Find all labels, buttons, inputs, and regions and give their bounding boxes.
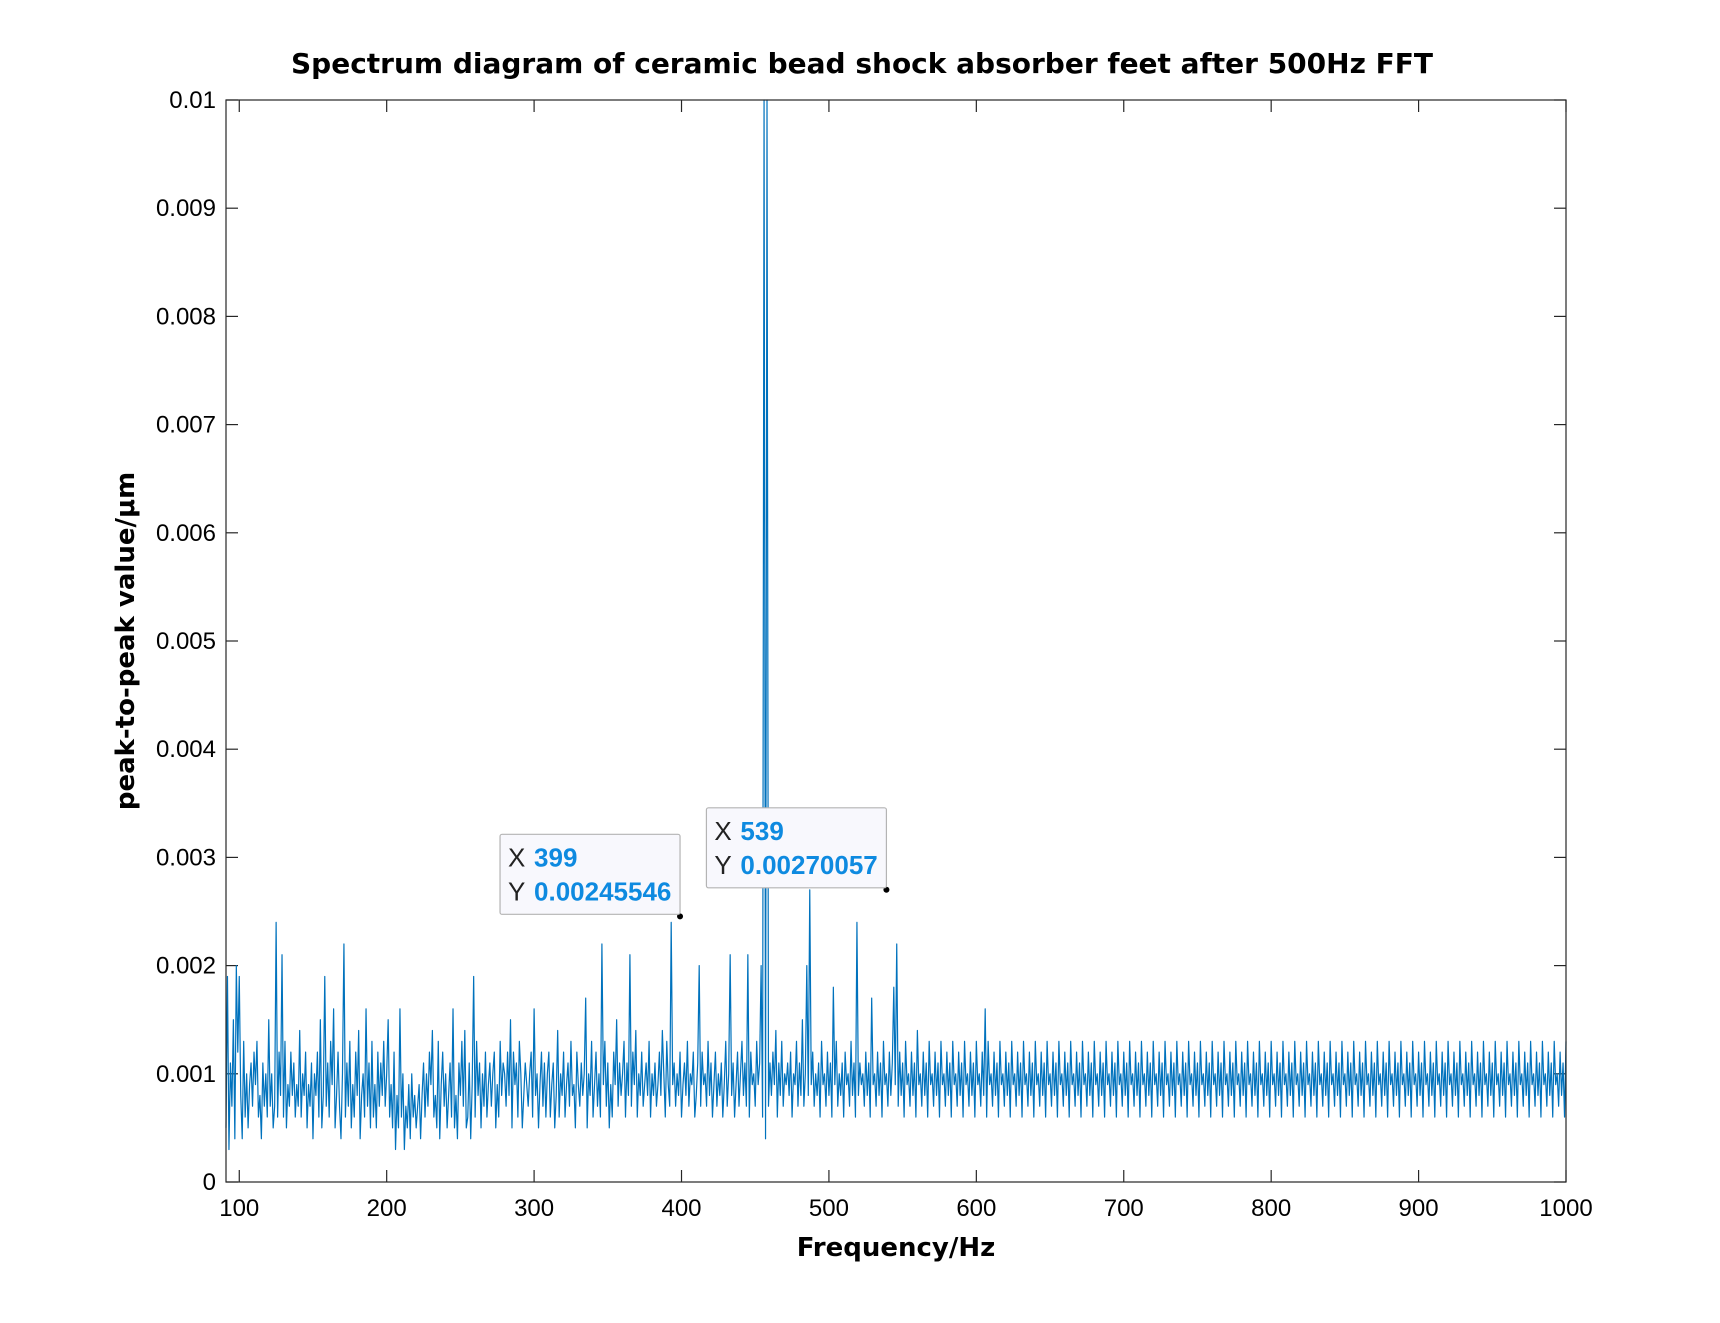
series-layer — [225, 99, 1567, 1151]
x-axis-ticks: 100 200 300 400 500 600 700 800 900 1000 — [219, 100, 1593, 1222]
y-axis-ticks: 0 0.001 0.002 0.003 0.004 0.005 0.006 0.007 0.00… — [156, 87, 1566, 1196]
datatip[interactable]: X 399 Y 0.00245546 — [499, 833, 684, 920]
y-tick-label: 0.005 — [156, 628, 216, 655]
x-tick-label: 200 — [367, 1195, 407, 1222]
datatip-y-value: 0.00270057 — [740, 850, 877, 880]
y-tick-label: 0 — [203, 1169, 216, 1196]
x-axis-label: Frequency/Hz — [797, 1233, 996, 1263]
datatip-y-key: Y — [714, 850, 731, 880]
x-tick-label: 1000 — [1539, 1195, 1592, 1222]
datatip-box — [705, 807, 888, 889]
datatip-y-key: Y — [508, 876, 525, 906]
x-tick-label: 800 — [1251, 1195, 1291, 1222]
y-tick-label: 0.003 — [156, 844, 216, 871]
x-tick-label: 300 — [514, 1195, 554, 1222]
chart-title: Spectrum diagram of ceramic bead shock a… — [291, 47, 1433, 80]
datatip-box — [499, 833, 681, 915]
x-tick-label: 400 — [661, 1195, 701, 1222]
datatip-x-key: X — [714, 816, 731, 846]
x-tick-label: 500 — [809, 1195, 849, 1222]
y-tick-label: 0.004 — [156, 736, 216, 763]
y-axis-label: peak-to-peak value/μm — [111, 472, 141, 810]
datatip[interactable]: X 539 Y 0.00270057 — [705, 807, 890, 893]
y-tick-label: 0.006 — [156, 520, 216, 547]
x-tick-label: 600 — [956, 1195, 996, 1222]
x-tick-label: 100 — [219, 1195, 259, 1222]
datatip-y-value: 0.00245546 — [534, 876, 671, 906]
datatip-x-value: 539 — [740, 816, 783, 846]
y-tick-label: 0.007 — [156, 412, 216, 439]
y-tick-label: 0.001 — [156, 1061, 216, 1088]
y-tick-label: 0.002 — [156, 953, 216, 980]
datatip-x-key: X — [508, 842, 525, 872]
y-tick-label: 0.008 — [156, 303, 216, 330]
plot-frame — [225, 99, 1567, 1183]
x-tick-label: 700 — [1104, 1195, 1144, 1222]
datatip-x-value: 399 — [534, 842, 577, 872]
y-tick-label: 0.009 — [156, 195, 216, 222]
datatip-layer: X 399 Y 0.00245546 X 539 Y 0.00270057 — [499, 807, 890, 920]
x-tick-label: 900 — [1399, 1195, 1439, 1222]
series-line — [225, 99, 1567, 1151]
y-tick-label: 0.01 — [169, 87, 216, 114]
